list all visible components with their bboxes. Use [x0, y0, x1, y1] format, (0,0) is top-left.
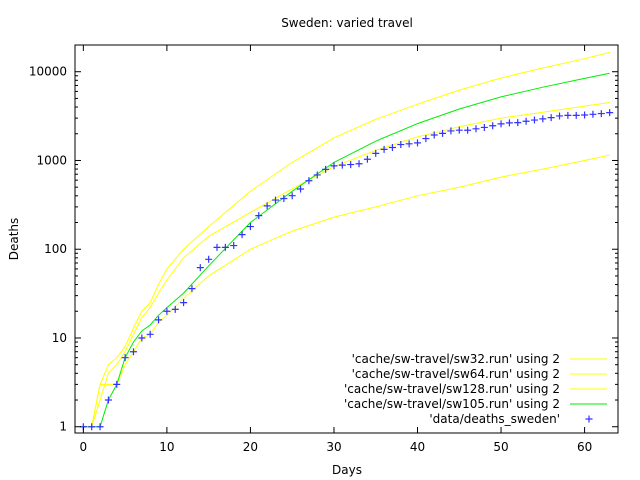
data-point — [96, 423, 104, 431]
data-point — [497, 120, 505, 128]
data-point — [221, 243, 229, 251]
data-point — [129, 348, 137, 356]
data-point — [163, 307, 171, 315]
axes-layer: 0 10 20 30 40 50 60 1 10 100 1000 10000 — [29, 44, 618, 454]
data-point — [472, 125, 480, 133]
y-tick-label: 1 — [59, 420, 67, 434]
data-point — [196, 264, 204, 272]
data-point — [388, 144, 396, 152]
data-point — [372, 149, 380, 157]
y-axis-label: Deaths — [7, 218, 21, 261]
data-point — [246, 223, 254, 231]
legend: 'cache/sw-travel/sw32.run' using 2'cache… — [344, 352, 607, 426]
data-point — [146, 330, 154, 338]
data-point — [556, 112, 564, 120]
data-point — [180, 299, 188, 307]
legend-label: 'cache/sw-travel/sw105.run' using 2 — [344, 397, 560, 411]
data-point — [405, 140, 413, 148]
data-point — [414, 139, 422, 147]
data-point — [439, 129, 447, 137]
data-point — [313, 171, 321, 179]
data-point — [255, 212, 263, 220]
data-point — [138, 334, 146, 342]
plot-frame — [74, 44, 619, 434]
data-point — [305, 177, 313, 185]
data-point — [330, 162, 338, 170]
data-point — [547, 114, 555, 122]
x-tick-label: 40 — [410, 440, 425, 454]
data-point — [155, 316, 163, 324]
x-tick-label: 50 — [493, 440, 508, 454]
data-point — [464, 126, 472, 134]
x-tick-label: 20 — [243, 440, 258, 454]
data-point — [447, 127, 455, 135]
x-tick-label: 10 — [159, 440, 174, 454]
data-point — [430, 131, 438, 139]
series-line-3 — [83, 72, 610, 428]
y-tick-label: 10000 — [29, 65, 67, 79]
legend-swatch — [585, 415, 593, 423]
data-point — [205, 255, 213, 263]
legend-label: 'cache/sw-travel/sw32.run' using 2 — [352, 352, 560, 366]
legend-label: 'data/deaths_sweden' — [429, 412, 560, 426]
data-point — [271, 196, 279, 204]
data-point — [322, 165, 330, 173]
data-point — [505, 119, 513, 127]
data-point — [422, 135, 430, 143]
data-point — [530, 116, 538, 124]
data-point — [522, 117, 530, 125]
data-point — [121, 354, 129, 362]
data-point — [597, 110, 605, 118]
data-point — [347, 161, 355, 169]
data-point — [380, 145, 388, 153]
data-point — [489, 122, 497, 130]
y-tick-label: 100 — [44, 242, 67, 256]
x-axis-label: Days — [332, 463, 362, 477]
data-point — [455, 126, 463, 134]
series-layer — [79, 51, 614, 431]
x-tick-label: 60 — [577, 440, 592, 454]
data-point — [88, 423, 96, 431]
data-point — [104, 396, 112, 404]
data-point — [564, 111, 572, 119]
legend-label: 'cache/sw-travel/sw128.run' using 2 — [344, 382, 560, 396]
data-point — [338, 161, 346, 169]
data-point — [539, 115, 547, 123]
chart-title: Sweden: varied travel — [281, 16, 413, 30]
data-point — [263, 202, 271, 210]
data-point — [480, 123, 488, 131]
data-point — [297, 185, 305, 193]
data-point — [589, 110, 597, 118]
data-point — [188, 285, 196, 293]
x-tick-label: 0 — [80, 440, 88, 454]
data-point — [238, 231, 246, 239]
y-tick-label: 1000 — [36, 153, 67, 167]
data-point — [213, 243, 221, 251]
series-line-2 — [83, 102, 610, 428]
data-point — [363, 155, 371, 163]
data-point — [514, 119, 522, 127]
data-point — [288, 192, 296, 200]
data-point — [113, 380, 121, 388]
data-point — [397, 141, 405, 149]
data-point — [171, 305, 179, 313]
data-point — [230, 242, 238, 250]
legend-label: 'cache/sw-travel/sw64.run' using 2 — [352, 367, 560, 381]
y-tick-label: 10 — [52, 331, 67, 345]
data-point — [572, 111, 580, 119]
data-point — [606, 109, 614, 117]
data-point — [581, 111, 589, 119]
series-line-1 — [83, 51, 610, 428]
data-point — [280, 194, 288, 202]
data-point — [355, 160, 363, 168]
x-tick-label: 30 — [326, 440, 341, 454]
